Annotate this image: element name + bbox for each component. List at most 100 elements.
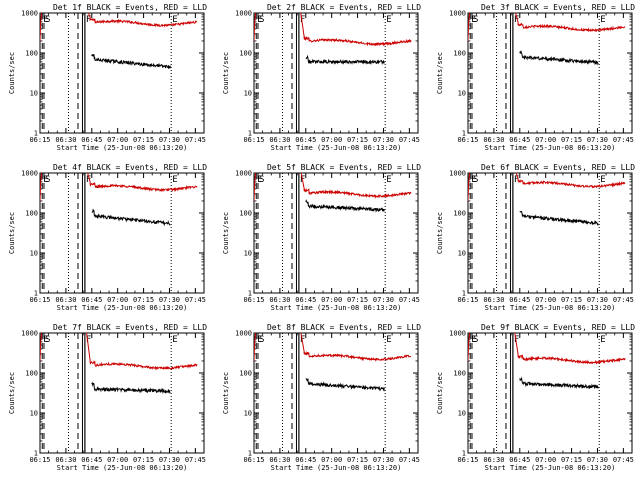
plot-frame [467, 172, 633, 294]
panel-title: Det 4f BLACK = Events, RED = LLD [53, 163, 207, 172]
x-tick-label: 06:45 [295, 456, 316, 464]
events-series [91, 53, 171, 70]
x-tick-label: 07:00 [535, 456, 556, 464]
x-tick-label: 07:00 [107, 136, 128, 144]
panel-title: Det 9f BLACK = Events, RED = LLD [481, 323, 635, 332]
events-series [519, 50, 599, 66]
x-tick-label: 07:30 [373, 136, 394, 144]
x-tick-label: 06:30 [483, 136, 504, 144]
lld-series [300, 173, 412, 199]
x-tick-label: 07:00 [107, 456, 128, 464]
x-tick-label: 06:15 [243, 136, 264, 144]
detector-panel: Det 5f BLACK = Events, RED = LLD 1 10 100 10… [222, 163, 421, 312]
marker-label: E [43, 175, 48, 185]
x-tick-label: 07:30 [159, 296, 180, 304]
marker-label: S [259, 15, 264, 25]
marker-label: S [473, 175, 478, 185]
x-tick-label: 07:45 [185, 136, 206, 144]
x-axis-label: Start Time (25-Jun-08 06:13:20) [57, 304, 188, 312]
x-tick-label: 06:45 [509, 456, 530, 464]
events-series [305, 377, 385, 392]
y-axis-label: Counts/sec [8, 372, 16, 414]
x-tick-label: 06:30 [483, 456, 504, 464]
x-tick-label: 07:15 [347, 136, 368, 144]
y-tick-label: 1000 [449, 170, 466, 178]
x-tick-label: 07:00 [535, 296, 556, 304]
x-tick-label: 07:00 [107, 296, 128, 304]
lld-series [87, 13, 198, 28]
x-tick-label: 06:15 [243, 296, 264, 304]
plot-frame [467, 12, 633, 134]
events-series [91, 208, 171, 227]
y-tick-label: 10 [458, 250, 466, 258]
x-tick-label: 06:30 [55, 296, 76, 304]
marker-label: E [43, 15, 48, 25]
y-axis-label: Counts/sec [8, 52, 16, 94]
detector-panel: Det 2f BLACK = Events, RED = LLD 1 10 100 10… [222, 3, 421, 152]
marker-label: F [514, 335, 519, 345]
marker-label: S [45, 15, 50, 25]
x-tick-label: 06:15 [457, 296, 478, 304]
lld-series-early [254, 173, 257, 202]
y-tick-label: 100 [239, 370, 252, 378]
lld-series [300, 333, 412, 362]
lld-series-early [40, 333, 43, 362]
marker-label: E [43, 335, 48, 345]
y-tick-label: 10 [244, 250, 252, 258]
y-tick-label: 1 [248, 450, 252, 458]
plot-frame [253, 332, 419, 454]
x-tick-label: 06:15 [457, 136, 478, 144]
y-tick-label: 100 [239, 50, 252, 58]
panel-title: Det 5f BLACK = Events, RED = LLD [267, 163, 421, 172]
marker-label: F [300, 15, 305, 25]
panel-title: Det 6f BLACK = Events, RED = LLD [481, 163, 635, 172]
y-tick-label: 100 [453, 50, 466, 58]
x-tick-label: 07:15 [561, 456, 582, 464]
marker-label: E [257, 15, 262, 25]
events-series [519, 210, 599, 226]
marker-label: F [86, 175, 91, 185]
marker-label: S [259, 175, 264, 185]
y-tick-label: 100 [453, 370, 466, 378]
x-tick-label: 07:45 [399, 136, 420, 144]
detector-panel: Det 7f BLACK = Events, RED = LLD 1 10 100 10… [8, 323, 207, 472]
y-axis-label: Counts/sec [222, 212, 230, 254]
panel-title: Det 3f BLACK = Events, RED = LLD [481, 3, 635, 12]
y-tick-label: 10 [30, 90, 38, 98]
marker-label: S [473, 335, 478, 345]
x-tick-label: 07:45 [613, 136, 634, 144]
y-tick-label: 100 [25, 50, 38, 58]
panel-title: Det 2f BLACK = Events, RED = LLD [267, 3, 421, 12]
y-axis-label: Counts/sec [436, 372, 444, 414]
marker-label: E [471, 335, 476, 345]
x-tick-label: 07:00 [321, 456, 342, 464]
x-tick-label: 06:45 [81, 296, 102, 304]
panel-title: Det 8f BLACK = Events, RED = LLD [267, 323, 421, 332]
x-tick-label: 07:45 [399, 296, 420, 304]
x-tick-label: 06:45 [509, 296, 530, 304]
detector-panel: Det 6f BLACK = Events, RED = LLD 1 10 100 10… [436, 163, 635, 312]
marker-label: E [172, 335, 177, 345]
x-tick-label: 07:15 [133, 456, 154, 464]
marker-label: F [86, 335, 91, 345]
detector-panel: Det 1f BLACK = Events, RED = LLD 1 10 100 10… [8, 3, 207, 152]
x-tick-label: 07:30 [587, 456, 608, 464]
y-tick-label: 1000 [449, 10, 466, 18]
x-tick-label: 07:15 [133, 296, 154, 304]
marker-label: E [386, 15, 391, 25]
x-tick-label: 07:00 [535, 136, 556, 144]
x-axis-label: Start Time (25-Jun-08 06:13:20) [485, 464, 616, 472]
marker-label: E [172, 175, 177, 185]
x-tick-label: 07:15 [561, 296, 582, 304]
y-axis-label: Counts/sec [8, 212, 16, 254]
x-tick-label: 06:45 [295, 296, 316, 304]
lld-series-early [468, 13, 471, 42]
x-tick-label: 06:30 [483, 296, 504, 304]
x-tick-label: 07:00 [321, 296, 342, 304]
lld-series [300, 13, 412, 47]
detector-panel: Det 9f BLACK = Events, RED = LLD 1 10 100 10… [436, 323, 635, 472]
marker-label: E [172, 15, 177, 25]
y-axis-label: Counts/sec [436, 212, 444, 254]
marker-label: S [259, 335, 264, 345]
x-tick-label: 06:30 [269, 296, 290, 304]
